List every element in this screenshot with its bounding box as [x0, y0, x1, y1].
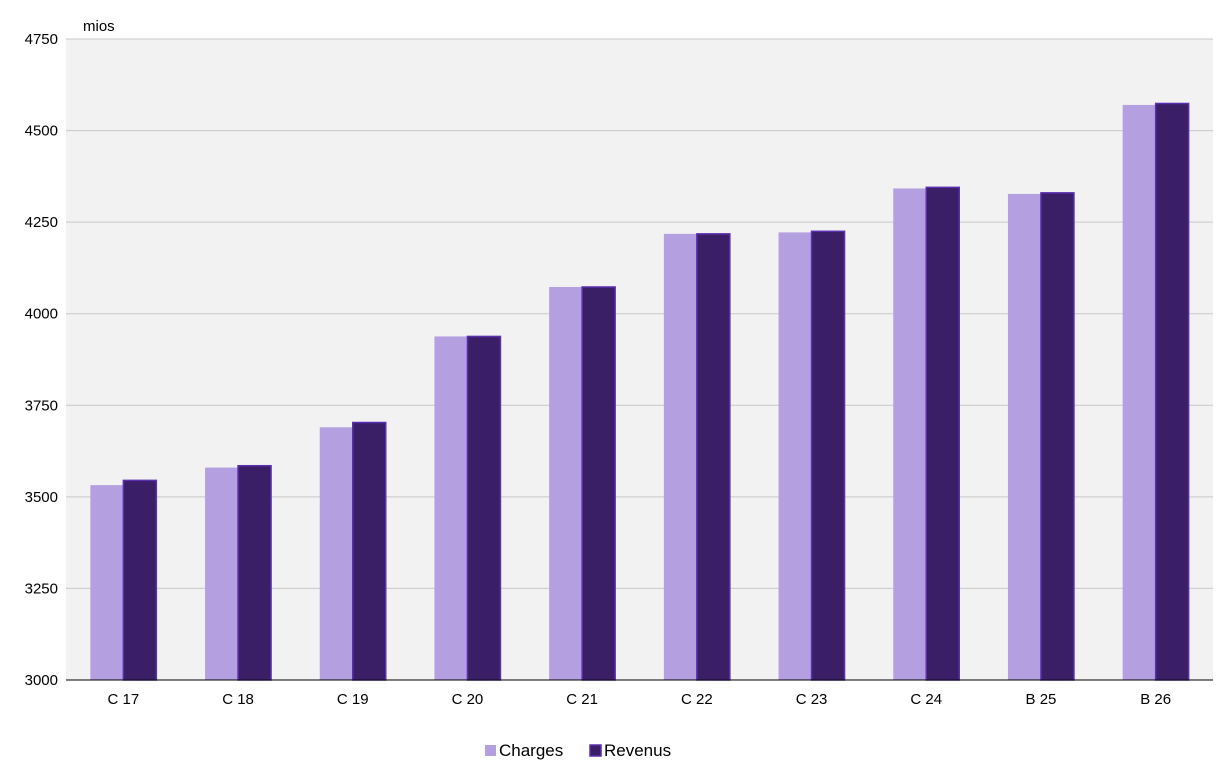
- legend-swatch-revenus: [589, 744, 602, 757]
- x-tick-label: C 22: [681, 691, 713, 708]
- bar-revenus: [237, 464, 272, 681]
- bar-charges: [1007, 193, 1041, 681]
- x-tick-label: C 23: [796, 691, 828, 708]
- y-tick-label: 4500: [25, 123, 58, 140]
- y-tick-label: 3750: [25, 397, 58, 414]
- bar-revenus: [925, 186, 960, 681]
- x-tick-label: C 18: [222, 691, 254, 708]
- bar-charges: [549, 286, 583, 680]
- legend-label-revenus: Revenus: [604, 741, 671, 760]
- bar-revenus: [581, 286, 616, 681]
- y-axis: 3000 3250 3500 3750 4000 4250 4500 4750: [25, 31, 58, 689]
- bar-charges: [1122, 104, 1156, 681]
- y-tick-label: 4750: [25, 31, 58, 48]
- bar-revenus: [1040, 192, 1075, 681]
- bar-revenus: [352, 421, 387, 681]
- bar-charges: [434, 336, 468, 680]
- y-tick-label: 3000: [25, 672, 58, 689]
- y-tick-label: 3500: [25, 489, 58, 506]
- y-tick-label: 4250: [25, 214, 58, 231]
- x-tick-label: B 26: [1140, 691, 1171, 708]
- x-tick-label: C 24: [910, 691, 942, 708]
- bar-charges: [778, 232, 812, 680]
- bar-charges: [893, 188, 927, 680]
- legend: Charges Revenus: [485, 741, 671, 760]
- x-axis: C 17 C 18 C 19 C 20 C 21 C 22 C 23 C 24 B 25 B 26: [108, 691, 1172, 708]
- x-tick-label: B 25: [1026, 691, 1057, 708]
- bar-charges: [319, 427, 353, 680]
- bar-charges: [90, 485, 124, 680]
- bar-revenus: [1154, 102, 1190, 681]
- x-tick-label: C 20: [452, 691, 484, 708]
- bar-revenus: [696, 233, 731, 681]
- bars: [90, 102, 1190, 681]
- x-tick-label: C 19: [337, 691, 369, 708]
- y-axis-unit-label: mios: [83, 18, 115, 35]
- bar-charges: [205, 467, 239, 680]
- y-tick-label: 4000: [25, 306, 58, 323]
- legend-label-charges: Charges: [499, 741, 563, 760]
- x-tick-label: C 21: [566, 691, 598, 708]
- legend-swatch-charges: [485, 745, 496, 756]
- bar-revenus: [466, 335, 502, 681]
- bar-charges: [663, 233, 697, 680]
- bar-revenus: [122, 479, 158, 681]
- x-tick-label: C 17: [108, 691, 140, 708]
- bar-revenus: [810, 230, 846, 681]
- y-tick-label: 3250: [25, 580, 58, 597]
